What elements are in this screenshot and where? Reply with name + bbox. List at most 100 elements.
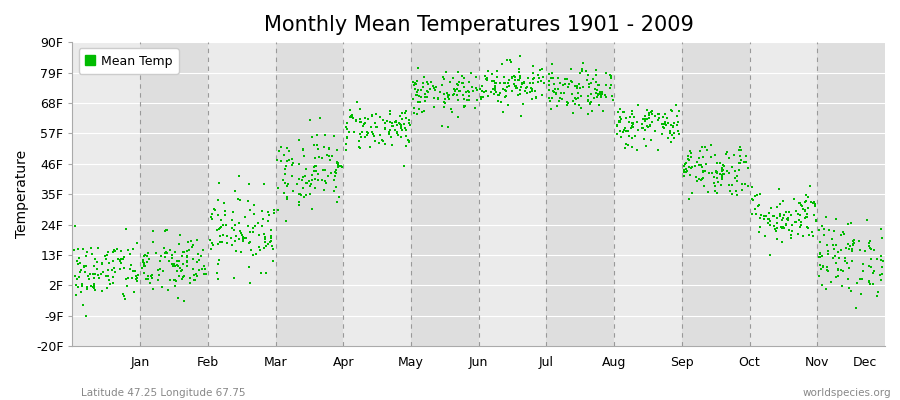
Point <box>271 184 285 191</box>
Point <box>88 271 103 278</box>
Point <box>186 266 201 273</box>
Point <box>456 92 471 98</box>
Point <box>778 221 793 227</box>
Point <box>426 83 440 89</box>
Point <box>864 264 878 270</box>
Point <box>340 126 355 132</box>
Point <box>709 160 724 167</box>
Point <box>439 90 454 96</box>
Point <box>626 144 640 150</box>
Point <box>512 90 526 97</box>
Point <box>730 192 744 198</box>
Point <box>469 74 483 80</box>
Point <box>231 236 246 242</box>
Point <box>617 109 632 115</box>
Point <box>797 199 812 205</box>
Point <box>782 208 796 215</box>
Point <box>392 121 407 128</box>
Point <box>399 143 413 149</box>
Point <box>315 155 329 161</box>
Point <box>452 79 466 86</box>
Point <box>707 183 722 190</box>
Point <box>373 132 387 139</box>
Point <box>152 266 166 272</box>
Point <box>416 83 430 90</box>
Point <box>266 258 280 264</box>
Point <box>813 262 827 268</box>
Point <box>535 92 549 98</box>
Point <box>140 249 155 256</box>
Point <box>498 79 512 86</box>
Point <box>549 91 563 98</box>
Point <box>642 112 656 118</box>
Point <box>874 277 888 283</box>
Point <box>499 92 513 99</box>
Point <box>568 95 582 102</box>
Point <box>493 90 508 97</box>
Point <box>487 91 501 98</box>
Point <box>274 144 289 150</box>
Point <box>867 268 881 274</box>
Point <box>399 115 413 121</box>
Point <box>706 174 721 180</box>
Point <box>286 160 301 166</box>
Point <box>461 88 475 94</box>
Point <box>670 122 684 128</box>
Point <box>205 210 220 217</box>
Point <box>799 192 814 198</box>
Point <box>450 97 464 103</box>
Point <box>699 147 714 153</box>
Point <box>319 180 333 186</box>
Point <box>542 94 556 101</box>
Point <box>401 138 416 145</box>
Point <box>507 80 521 87</box>
Point <box>831 248 845 255</box>
Point <box>382 108 397 114</box>
Point <box>302 182 317 189</box>
Point <box>196 263 211 270</box>
Point <box>525 88 539 94</box>
Point <box>260 218 274 224</box>
Point <box>561 100 575 107</box>
Point <box>136 261 150 268</box>
Point <box>121 274 135 281</box>
Point <box>124 261 139 268</box>
Bar <box>208 42 275 346</box>
Point <box>766 223 780 229</box>
Point <box>750 192 764 198</box>
Point <box>92 275 106 281</box>
Point <box>523 80 537 86</box>
Point <box>681 156 696 163</box>
Point <box>139 276 153 282</box>
Point <box>330 162 345 168</box>
Point <box>207 206 221 212</box>
Point <box>138 260 152 266</box>
Point <box>148 250 163 256</box>
Point <box>264 227 278 234</box>
Point <box>168 283 183 290</box>
Point <box>499 88 513 95</box>
Point <box>843 220 858 226</box>
Point <box>696 168 710 174</box>
Point <box>117 254 131 260</box>
Point <box>733 160 747 166</box>
Point <box>462 89 476 95</box>
Point <box>78 312 93 319</box>
Y-axis label: Temperature: Temperature <box>15 150 29 238</box>
Point <box>211 241 225 247</box>
Point <box>823 227 837 234</box>
Point <box>582 84 597 90</box>
Point <box>296 146 310 152</box>
Point <box>685 164 699 170</box>
Point <box>819 214 833 220</box>
Point <box>418 91 433 97</box>
Point <box>339 124 354 130</box>
Point <box>724 188 738 194</box>
Point <box>182 247 196 253</box>
Point <box>651 147 665 153</box>
Point <box>318 167 332 174</box>
Point <box>717 170 732 177</box>
Point <box>732 166 746 173</box>
Point <box>447 86 462 93</box>
Point <box>642 114 656 121</box>
